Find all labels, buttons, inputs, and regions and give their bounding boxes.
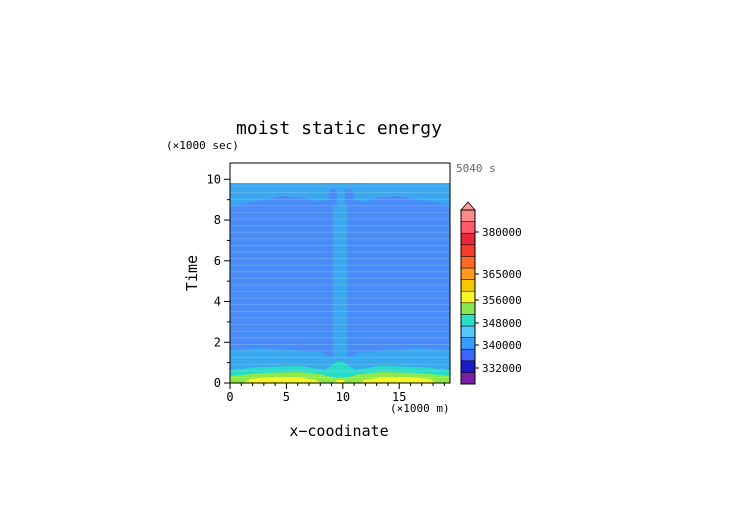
colorbar-frame — [460, 209, 476, 385]
colorbar-segment — [460, 232, 476, 246]
colorbar-segment — [460, 314, 476, 327]
colorbar-segment — [460, 372, 476, 385]
colorbar-segment — [460, 209, 476, 222]
colorbar-segment — [460, 348, 476, 362]
x-tick-label: 10 — [336, 390, 350, 404]
contour-upper-band — [230, 183, 450, 213]
colorbar-segment — [460, 290, 476, 304]
y-tick-label: 2 — [214, 335, 221, 349]
colorbar-segment — [460, 256, 476, 269]
y-tick-label: 0 — [214, 376, 221, 390]
colorbar-segment — [460, 267, 476, 280]
y-tick-label: 6 — [214, 254, 221, 268]
colorbar-label: 380000 — [482, 226, 522, 239]
y-axis-label: Time — [183, 255, 201, 291]
colorbar-labels: 332000 340000 348000 356000 365000 380000 — [475, 226, 522, 375]
colorbar — [460, 201, 476, 385]
colorbar-segment — [460, 337, 476, 350]
colorbar-label: 356000 — [482, 294, 522, 307]
colorbar-segment — [460, 279, 476, 292]
x-unit: (×1000 m) — [390, 402, 450, 415]
colorbar-segment — [460, 221, 476, 234]
grid-lines — [230, 185, 450, 378]
colorbar-label: 365000 — [482, 268, 522, 281]
y-tick-label: 10 — [207, 172, 221, 186]
x-axis: 0 5 10 15 — [226, 383, 445, 404]
plot-frame — [229, 162, 451, 384]
x-tick-label: 0 — [226, 390, 233, 404]
x-axis-label: x−coodinate — [289, 422, 388, 440]
y-axis: 0 2 4 6 8 10 — [207, 172, 230, 390]
colorbar-label: 340000 — [482, 339, 522, 352]
x-tick-label: 5 — [283, 390, 290, 404]
chart-title: moist static energy — [236, 118, 442, 139]
contour-yellow-center — [334, 380, 346, 383]
time-stamp: 5040 s — [456, 162, 496, 175]
colorbar-segment — [460, 360, 476, 373]
y-unit: (×1000 sec) — [166, 139, 239, 152]
y-tick-label: 8 — [214, 213, 221, 227]
contour-central-plume — [333, 205, 347, 365]
colorbar-label: 332000 — [482, 362, 522, 375]
colorbar-segment — [460, 302, 476, 315]
x-tick-label: 15 — [392, 390, 406, 404]
colorbar-label: 348000 — [482, 317, 522, 330]
contour-yellow-right — [360, 377, 436, 383]
plot-area — [230, 183, 450, 383]
y-tick-label: 4 — [214, 295, 221, 309]
contour-yellow-left — [244, 377, 320, 383]
colorbar-segment — [460, 244, 476, 257]
colorbar-extend-arrow — [460, 201, 476, 211]
colorbar-segment — [460, 325, 476, 338]
